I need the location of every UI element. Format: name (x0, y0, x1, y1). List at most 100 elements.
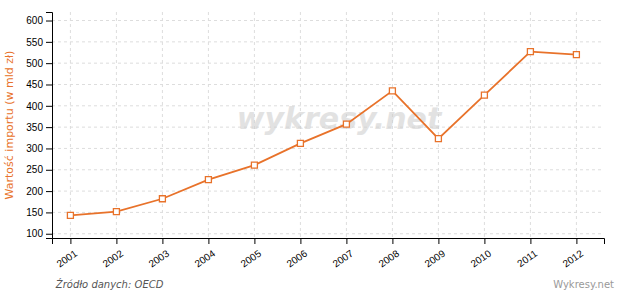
y-tick-label: 400 (26, 101, 43, 112)
y-tick-label: 300 (26, 143, 43, 154)
grid-line-y (52, 212, 604, 213)
x-tick-mark (438, 238, 439, 244)
y-axis-title: Wartość importu (w mld zł) (3, 51, 16, 200)
marker (527, 49, 533, 55)
grid-line-y (52, 191, 604, 192)
x-tick-label: 2012 (561, 247, 586, 269)
x-tick: 2003 (147, 238, 172, 269)
marker (389, 88, 395, 94)
x-tick: 2001 (55, 238, 80, 269)
y-tick-mark (46, 84, 52, 85)
x-tick-mark (300, 238, 301, 244)
marker (343, 121, 349, 127)
x-tick-mark (162, 238, 163, 244)
y-tick: 100 (26, 228, 52, 239)
chart: wykresy.net20012002200320042005200620072… (0, 0, 620, 292)
x-tick: 2009 (423, 238, 448, 269)
grid-line-y (52, 41, 604, 42)
x-tick-label: 2005 (239, 247, 264, 269)
marks (67, 49, 579, 219)
y-tick-label: 250 (26, 164, 43, 175)
x-tick: 2002 (101, 238, 126, 269)
x-tick-label: 2008 (377, 247, 402, 269)
x-tick-mark (484, 238, 485, 244)
y-tick: 250 (26, 164, 52, 175)
x-tick: 2012 (561, 238, 586, 269)
x-tick-label: 2001 (55, 247, 80, 269)
x-tick-label: 2006 (285, 247, 310, 269)
x-tick-mark (116, 238, 117, 244)
grid-line-y (52, 148, 604, 149)
x-tick-mark (576, 238, 577, 244)
x-tick-label: 2004 (193, 247, 218, 269)
footer-watermark: Wykresy.net (553, 279, 614, 290)
y-tick-label: 350 (26, 122, 43, 133)
y-axis: 100 150 200 250 300 350 400 450 500 550 600 (26, 13, 52, 240)
y-tick: 350 (26, 122, 52, 133)
x-tick-label: 2002 (101, 247, 126, 269)
grid-line-x (162, 12, 163, 238)
y-tick-mark (46, 63, 52, 64)
marker (435, 136, 441, 142)
x-tick-label: 2011 (515, 247, 539, 269)
grid (52, 12, 604, 238)
grid-line-x (70, 12, 71, 238)
x-tick: 2004 (193, 238, 218, 269)
y-tick: 450 (26, 79, 52, 90)
grid-line-y (52, 20, 604, 21)
marker (159, 196, 165, 202)
y-tick-label: 500 (26, 58, 43, 69)
y-tick-mark (46, 234, 52, 235)
y-tick-mark (46, 212, 52, 213)
x-tick-mark (70, 238, 71, 244)
y-tick: 500 (26, 58, 52, 69)
x-axis-line (53, 239, 605, 245)
watermark: wykresy.net (237, 101, 443, 136)
x-axis: 2001 2002 2003 2004 2005 2006 2007 2008 2009 2010… (53, 238, 605, 269)
x-tick: 2008 (377, 238, 402, 269)
x-tick-mark (346, 238, 347, 244)
x-tick-mark (208, 238, 209, 244)
y-tick-mark (46, 21, 52, 22)
y-tick: 600 (26, 15, 52, 26)
grid-line-x (530, 12, 531, 238)
marker (297, 140, 303, 146)
x-tick: 2006 (285, 238, 310, 269)
y-axis-line (46, 13, 53, 239)
x-tick-mark (254, 238, 255, 244)
y-tick-label: 550 (26, 37, 43, 48)
y-tick-label: 150 (26, 207, 43, 218)
grid-line-x (484, 12, 485, 238)
y-tick: 200 (26, 186, 52, 197)
marker (251, 162, 257, 168)
y-tick-mark (46, 148, 52, 149)
y-tick-label: 200 (26, 186, 43, 197)
y-tick: 550 (26, 37, 52, 48)
grid-line-y (52, 233, 604, 234)
x-tick: 2010 (469, 238, 494, 269)
x-tick-label: 2010 (469, 247, 494, 269)
x-tick: 2007 (331, 238, 356, 269)
x-tick: 2005 (239, 238, 264, 269)
marker (573, 52, 579, 58)
grid-line-y (52, 63, 604, 64)
grid-line-x (576, 12, 577, 238)
x-tick-label: 2003 (147, 247, 172, 269)
grid-line-y (52, 84, 604, 85)
plot: wykresy.net20012002200320042005200620072… (26, 12, 604, 269)
y-tick-label: 600 (26, 15, 43, 26)
y-tick-label: 450 (26, 79, 43, 90)
x-tick: 2011 (515, 238, 539, 269)
y-tick: 300 (26, 143, 52, 154)
x-tick-mark (392, 238, 393, 244)
marker (67, 212, 73, 218)
y-tick-mark (46, 42, 52, 43)
marker (205, 177, 211, 183)
marker (113, 209, 119, 215)
grid-line-y (52, 169, 604, 170)
grid-line-x (208, 12, 209, 238)
y-tick: 150 (26, 207, 52, 218)
y-tick-label: 100 (26, 228, 43, 239)
grid-line-x (116, 12, 117, 238)
x-tick-label: 2007 (331, 247, 356, 269)
